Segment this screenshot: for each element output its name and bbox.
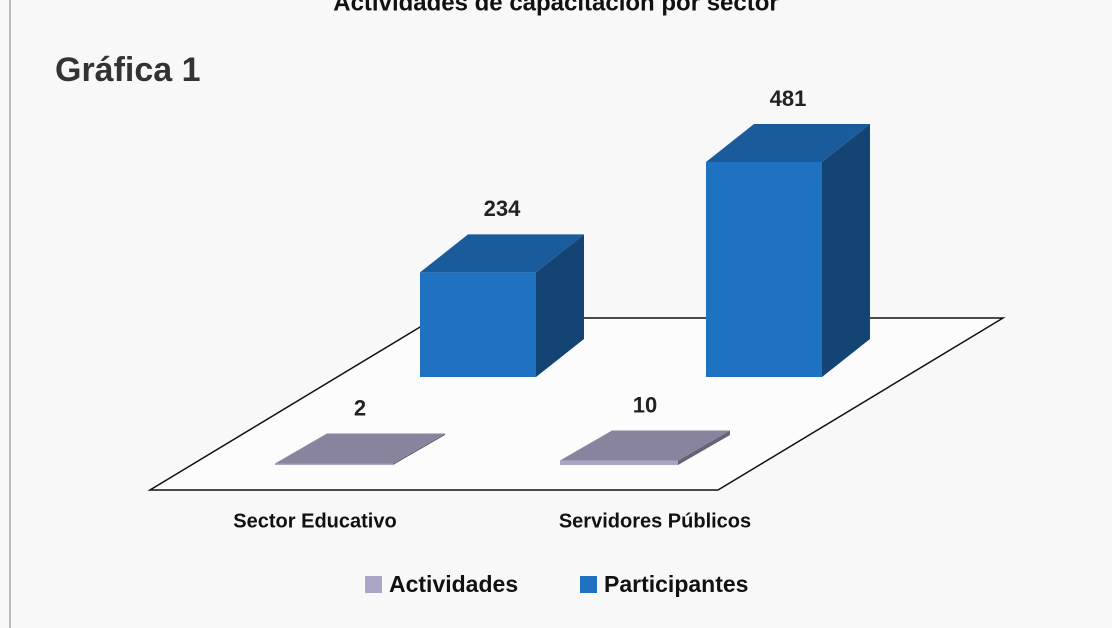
bar-side — [536, 234, 584, 377]
x-tick-label: Sector Educativo — [233, 510, 396, 532]
x-tick-label: Servidores Públicos — [559, 510, 751, 532]
legend-swatch — [365, 576, 382, 593]
bar — [420, 272, 536, 377]
heading: Gráfica 1 — [55, 51, 201, 89]
bar — [560, 460, 678, 465]
data-label: 2 — [354, 395, 366, 420]
bar-side — [678, 430, 730, 465]
data-label: 481 — [770, 86, 807, 111]
legend-label: Actividades — [389, 571, 518, 597]
chart-title: Actividades de capacitación por sector — [333, 0, 779, 16]
bar-top — [560, 430, 730, 461]
bar-side — [393, 433, 445, 465]
legend-label: Participantes — [604, 571, 748, 597]
bar-top — [275, 433, 445, 464]
bar-top — [420, 234, 584, 273]
data-label: 10 — [633, 392, 657, 417]
legend-swatch — [580, 576, 597, 593]
bar — [706, 162, 822, 377]
bar-top — [706, 124, 870, 162]
data-label: 234 — [484, 196, 521, 221]
bar-side — [822, 124, 870, 377]
bar — [275, 463, 393, 465]
